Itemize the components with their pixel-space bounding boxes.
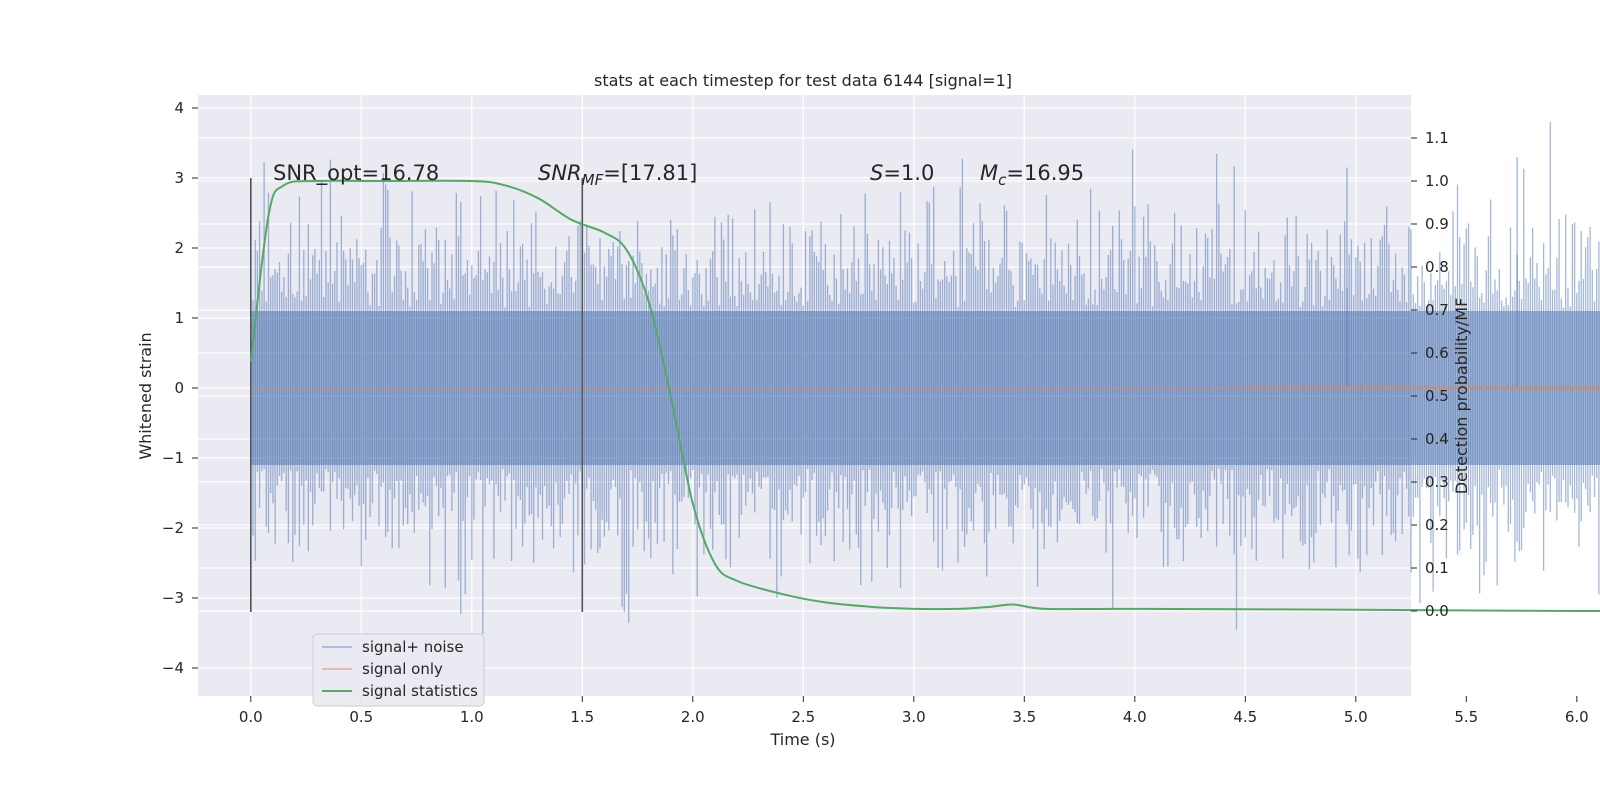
y-tick-label: 2 (174, 239, 184, 257)
series-signal-statistics (249, 179, 1600, 613)
x-tick-label: 4.0 (1123, 708, 1147, 726)
x-tick-label: 3.0 (902, 708, 926, 726)
y-right-tick-label: 0.5 (1425, 387, 1449, 405)
annotation-snr-mf: SNRMF=[17.81] (538, 161, 697, 189)
y-tick-label: 3 (174, 169, 184, 187)
x-tick-label: 1.0 (460, 708, 484, 726)
signal-trace (250, 384, 1600, 392)
y-axis-right-label: Detection probability/MF (1452, 298, 1471, 495)
y-right-tick-label: 1.0 (1425, 172, 1449, 190)
y-tick-label: 4 (174, 99, 184, 117)
legend: signal+ noise signal only signal statist… (312, 633, 485, 707)
y-right-tick-label: 0.3 (1425, 473, 1449, 491)
annotation-s: S=1.0 (870, 161, 934, 185)
y-axis-label: Whitened strain (136, 332, 155, 459)
y-right-tick-label: 1.1 (1425, 129, 1449, 147)
y-right-tick-label: 0.8 (1425, 258, 1449, 276)
y-right-tick-label: 0.7 (1425, 301, 1449, 319)
legend-label-signal-only: signal only (362, 660, 443, 678)
statistics-trace (249, 179, 1600, 613)
y-tick-label: −4 (162, 659, 184, 677)
legend-label-signal-noise: signal+ noise (362, 638, 464, 656)
x-tick-label: 2.0 (681, 708, 705, 726)
legend-label-signal-statistics: signal statistics (362, 682, 478, 700)
y-tick-label: −1 (162, 449, 184, 467)
x-tick-label: 5.5 (1454, 708, 1478, 726)
y-right-tick-label: 0.9 (1425, 215, 1449, 233)
annotation-mc: Mc=16.95 (980, 161, 1084, 189)
vertical-markers (250, 178, 584, 612)
chart-title: stats at each timestep for test data 614… (594, 71, 1012, 90)
x-tick-label: 1.5 (570, 708, 594, 726)
x-tick-label: 2.5 (791, 708, 815, 726)
y-tick-label: −2 (162, 519, 184, 537)
y-tick-label: 0 (174, 379, 184, 397)
y-right-tick-label: 0.6 (1425, 344, 1449, 362)
annotation-snr-opt: SNR_opt=16.78 (273, 161, 439, 186)
x-axis-label: Time (s) (769, 730, 835, 749)
y-right-tick-label: 0.4 (1425, 430, 1449, 448)
x-tick-label: 0.0 (239, 708, 263, 726)
y-tick-label: 1 (174, 309, 184, 327)
x-tick-label: 6.0 (1565, 708, 1589, 726)
legend-box (312, 633, 485, 707)
y-right-tick-label: 0.2 (1425, 516, 1449, 534)
y-right-tick-label: 0.0 (1425, 602, 1449, 620)
y-tick-label: −3 (162, 589, 184, 607)
x-tick-label: 5.0 (1344, 708, 1368, 726)
x-tick-label: 3.5 (1012, 708, 1036, 726)
x-tick-label: 0.5 (349, 708, 373, 726)
axes: 0.00.51.01.52.02.53.03.54.04.55.05.56.06… (162, 99, 1589, 726)
y-right-tick-label: 0.1 (1425, 559, 1449, 577)
x-tick-label: 4.5 (1233, 708, 1257, 726)
series-signal-only (250, 384, 1600, 392)
